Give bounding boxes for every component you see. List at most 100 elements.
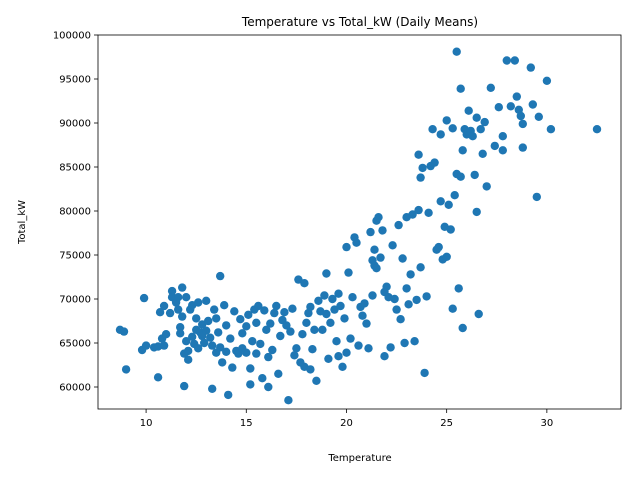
- scatter-point: [458, 323, 467, 333]
- scatter-point: [472, 207, 481, 217]
- scatter-point: [592, 125, 602, 134]
- scatter-point: [228, 363, 237, 372]
- scatter-point: [434, 242, 443, 252]
- scatter-point: [390, 294, 399, 304]
- scatter-point: [376, 253, 385, 262]
- scatter-point: [159, 301, 169, 311]
- scatter-point: [518, 143, 527, 152]
- scatter-point: [518, 119, 527, 129]
- scatter-point: [159, 341, 169, 350]
- scatter-point: [364, 344, 373, 353]
- scatter-point: [308, 345, 317, 354]
- scatter-point: [448, 304, 457, 313]
- scatter-point: [141, 341, 151, 350]
- scatter-point: [436, 197, 445, 206]
- scatter-point: [119, 327, 129, 336]
- scatter-point: [282, 321, 291, 330]
- scatter-point: [230, 307, 239, 316]
- scatter-point: [372, 264, 381, 273]
- scatter-point: [218, 358, 227, 367]
- scatter-point: [470, 170, 479, 180]
- scatter-point: [214, 328, 223, 337]
- scatter-point: [242, 348, 251, 357]
- scatter-point: [328, 294, 337, 304]
- data-points: [115, 47, 602, 405]
- scatter-point: [452, 47, 461, 56]
- scatter-point: [121, 365, 131, 374]
- scatter-point: [182, 293, 191, 302]
- scatter-point: [322, 269, 331, 278]
- scatter-point: [456, 84, 465, 93]
- scatter-point: [300, 279, 309, 288]
- scatter-point: [314, 296, 323, 305]
- scatter-point: [408, 210, 417, 219]
- scatter-point: [194, 298, 203, 307]
- scatter-point: [155, 308, 165, 317]
- scatter-point: [194, 344, 203, 353]
- scatter-point: [396, 315, 405, 324]
- scatter-point: [490, 141, 499, 151]
- scatter-point: [388, 241, 397, 250]
- scatter-point: [268, 345, 277, 355]
- scatter-point: [306, 365, 315, 374]
- scatter-point: [528, 100, 537, 109]
- scatter-point: [424, 208, 433, 217]
- scatter-point: [374, 213, 383, 222]
- scatter-point: [482, 182, 491, 191]
- scatter-point: [204, 316, 213, 326]
- scatter-point: [414, 150, 423, 159]
- scatter-point: [153, 373, 163, 382]
- scatter-point: [324, 354, 333, 363]
- scatter-point: [422, 292, 431, 301]
- scatter-point: [542, 76, 552, 86]
- scatter-point: [220, 301, 229, 310]
- scatter-point: [270, 308, 279, 318]
- scatter-point: [318, 325, 327, 334]
- scatter-point: [516, 111, 525, 121]
- scatter-point: [382, 282, 391, 291]
- scatter-point: [346, 334, 355, 343]
- y-tick-label: 70000: [59, 295, 91, 306]
- scatter-point: [242, 322, 251, 331]
- scatter-point: [266, 319, 275, 328]
- scatter-point: [370, 245, 379, 254]
- scatter-point: [272, 301, 281, 311]
- scatter-point: [167, 286, 177, 296]
- scatter-point: [256, 339, 265, 349]
- scatter-point: [252, 349, 261, 358]
- y-tick-label: 90000: [59, 119, 91, 130]
- plot-frame: [97, 34, 622, 410]
- scatter-point: [180, 381, 189, 391]
- scatter-point: [418, 163, 427, 173]
- scatter-point: [176, 329, 185, 338]
- scatter-point: [274, 369, 283, 378]
- scatter-point: [456, 172, 465, 181]
- scatter-point: [400, 338, 409, 348]
- scatter-point: [410, 337, 419, 346]
- scatter-point: [262, 325, 271, 334]
- scatter-point: [386, 343, 395, 352]
- x-tick-label: 20: [340, 418, 353, 429]
- scatter-point: [178, 312, 187, 321]
- scatter-point: [442, 116, 451, 125]
- scatter-point: [506, 102, 515, 111]
- scatter-point: [139, 293, 149, 303]
- scatter-point: [212, 314, 221, 323]
- scatter-point: [532, 192, 541, 202]
- scatter-point: [498, 146, 507, 155]
- scatter-point: [206, 333, 215, 342]
- x-axis-label: Temperature: [327, 453, 391, 464]
- scatter-point: [338, 362, 347, 371]
- scatter-point: [502, 56, 511, 65]
- scatter-point: [222, 321, 231, 330]
- scatter-point: [254, 301, 263, 311]
- scatter-point: [178, 283, 187, 292]
- scatter-point: [184, 346, 193, 356]
- scatter-point: [342, 348, 351, 357]
- scatter-point: [320, 291, 329, 300]
- scatter-point: [290, 351, 299, 360]
- scatter-point: [280, 308, 289, 317]
- scatter-point: [236, 315, 245, 324]
